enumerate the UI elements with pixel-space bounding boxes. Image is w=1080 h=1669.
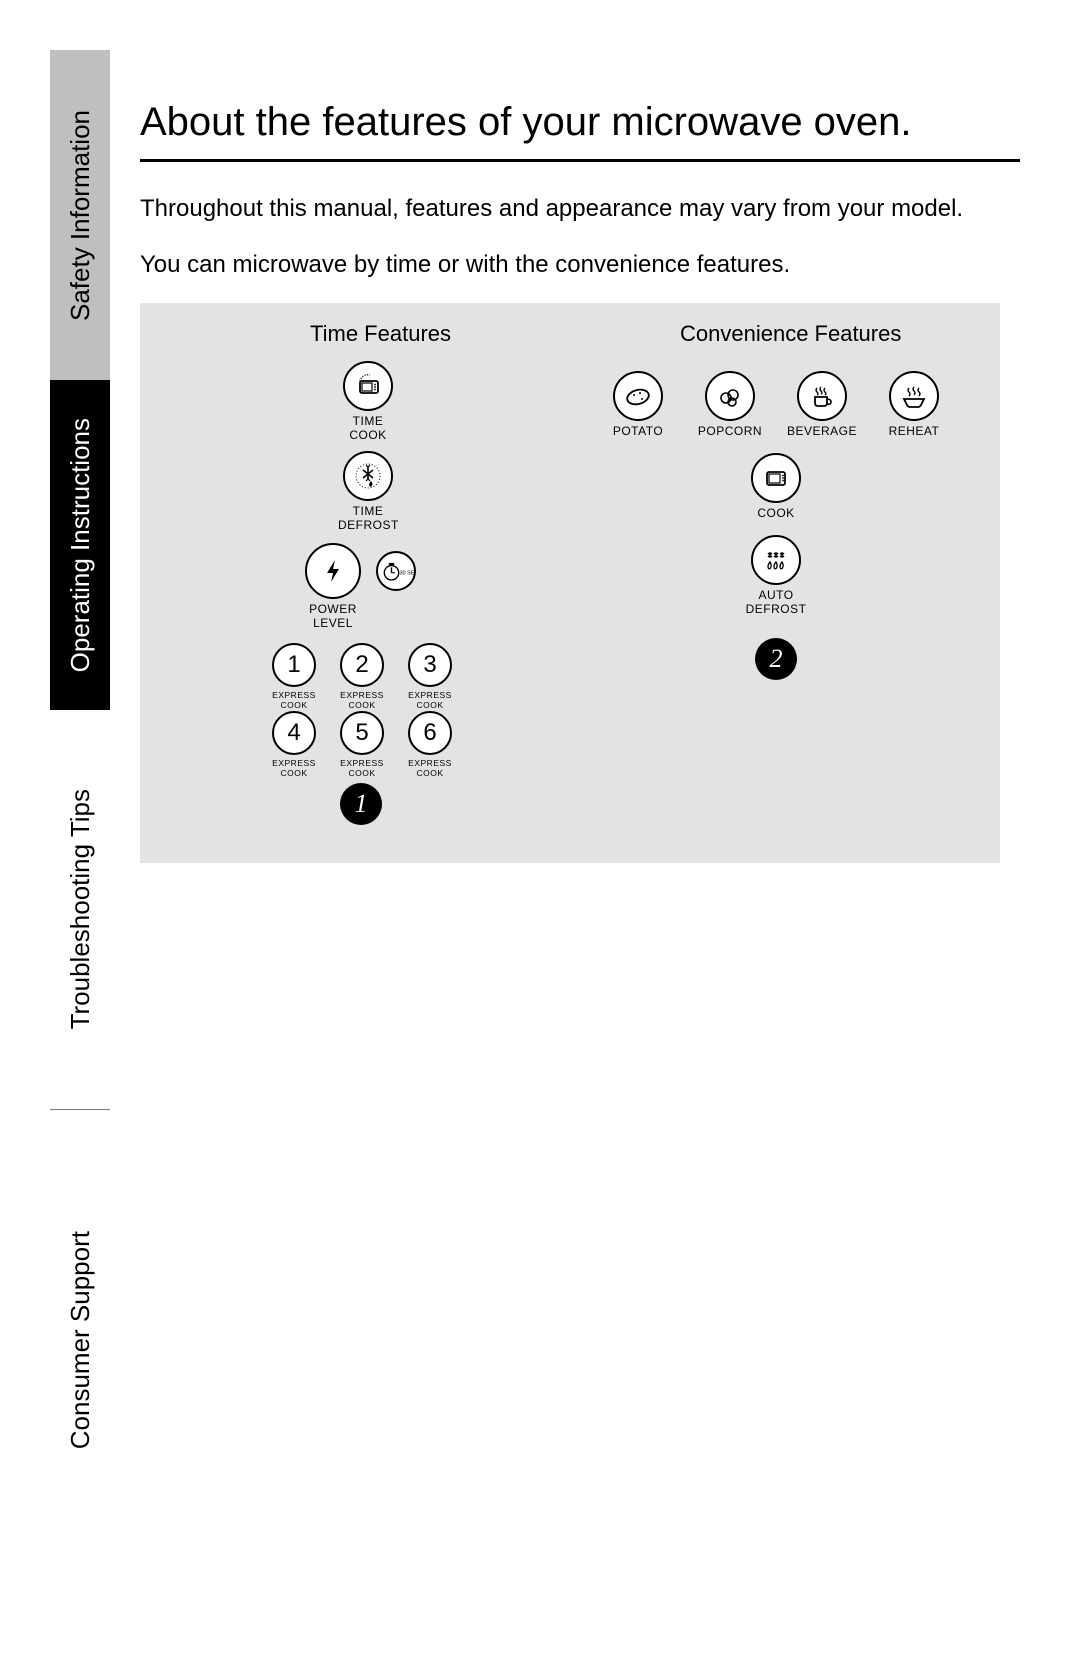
time-cook-icon xyxy=(343,361,393,411)
potato-button: POTATO xyxy=(602,371,674,439)
cook-label: COOK xyxy=(740,507,812,521)
convenience-features-header: Convenience Features xyxy=(680,321,901,347)
cook-button: COOK xyxy=(740,453,812,521)
reheat-icon xyxy=(889,371,939,421)
auto-defrost-icon xyxy=(751,535,801,585)
svg-text:30 SEC.: 30 SEC. xyxy=(400,571,414,577)
callout-badge-1-label: 1 xyxy=(355,789,368,819)
time-features-header: Time Features xyxy=(310,321,451,347)
keypad-4-label: 4 xyxy=(287,719,300,747)
intro-line-2: You can microwave by time or with the co… xyxy=(140,248,1020,282)
express-cook-label: EXPRESS COOK xyxy=(406,691,454,711)
tab-safety-information: Safety Information xyxy=(50,50,110,380)
express-cook-label: EXPRESS COOK xyxy=(338,691,386,711)
keypad-6-label: 6 xyxy=(423,719,436,747)
express-cook-label: EXPRESS COOK xyxy=(338,759,386,779)
thirty-sec-button: 30 SEC. xyxy=(372,551,420,591)
reheat-button: REHEAT xyxy=(878,371,950,439)
time-defrost-button: TIME DEFROST xyxy=(338,451,398,533)
features-panel: Time Features Convenience Features TIME … xyxy=(140,303,1000,863)
power-level-icon xyxy=(305,543,361,599)
power-level-label: POWER LEVEL xyxy=(303,603,363,631)
keypad-5: 5 EXPRESS COOK xyxy=(338,711,386,779)
callout-badge-2-label: 2 xyxy=(770,644,783,674)
potato-icon xyxy=(613,371,663,421)
popcorn-label: POPCORN xyxy=(694,425,766,439)
tab-label: Troubleshooting Tips xyxy=(65,789,96,1029)
popcorn-button: POPCORN xyxy=(694,371,766,439)
page-title: About the features of your microwave ove… xyxy=(140,100,1020,162)
callout-badge-1: 1 xyxy=(340,783,382,825)
intro-line-1: Throughout this manual, features and app… xyxy=(140,192,1020,226)
cook-icon xyxy=(751,453,801,503)
tab-consumer-support: Consumer Support xyxy=(50,1110,110,1570)
tab-label: Operating Instructions xyxy=(65,418,96,672)
thirty-sec-icon: 30 SEC. xyxy=(376,551,416,591)
tab-label: Safety Information xyxy=(65,110,96,321)
express-cook-label: EXPRESS COOK xyxy=(406,759,454,779)
content-area: About the features of your microwave ove… xyxy=(140,100,1020,863)
tab-label: Consumer Support xyxy=(65,1231,96,1449)
beverage-label: BEVERAGE xyxy=(786,425,858,439)
keypad-3: 3 EXPRESS COOK xyxy=(406,643,454,711)
beverage-button: BEVERAGE xyxy=(786,371,858,439)
express-cook-label: EXPRESS COOK xyxy=(270,759,318,779)
keypad-2-label: 2 xyxy=(355,651,368,679)
keypad-3-label: 3 xyxy=(423,651,436,679)
beverage-icon xyxy=(797,371,847,421)
time-defrost-icon xyxy=(343,451,393,501)
auto-defrost-label: AUTO DEFROST xyxy=(740,589,812,617)
keypad-4: 4 EXPRESS COOK xyxy=(270,711,318,779)
tab-operating-instructions: Operating Instructions xyxy=(50,380,110,710)
auto-defrost-button: AUTO DEFROST xyxy=(740,535,812,617)
keypad-2: 2 EXPRESS COOK xyxy=(338,643,386,711)
potato-label: POTATO xyxy=(602,425,674,439)
keypad-5-label: 5 xyxy=(355,719,368,747)
time-cook-button: TIME COOK xyxy=(338,361,398,443)
manual-page: Safety Information Operating Instruction… xyxy=(0,0,1080,1669)
callout-badge-2: 2 xyxy=(755,638,797,680)
time-cook-label: TIME COOK xyxy=(338,415,398,443)
express-cook-label: EXPRESS COOK xyxy=(270,691,318,711)
power-level-button: POWER LEVEL xyxy=(303,543,363,631)
tab-troubleshooting-tips: Troubleshooting Tips xyxy=(50,710,110,1110)
reheat-label: REHEAT xyxy=(878,425,950,439)
keypad-1: 1 EXPRESS COOK xyxy=(270,643,318,711)
time-defrost-label: TIME DEFROST xyxy=(338,505,398,533)
keypad-6: 6 EXPRESS COOK xyxy=(406,711,454,779)
popcorn-icon xyxy=(705,371,755,421)
keypad-1-label: 1 xyxy=(287,651,300,679)
side-tabs: Safety Information Operating Instruction… xyxy=(50,50,110,1570)
